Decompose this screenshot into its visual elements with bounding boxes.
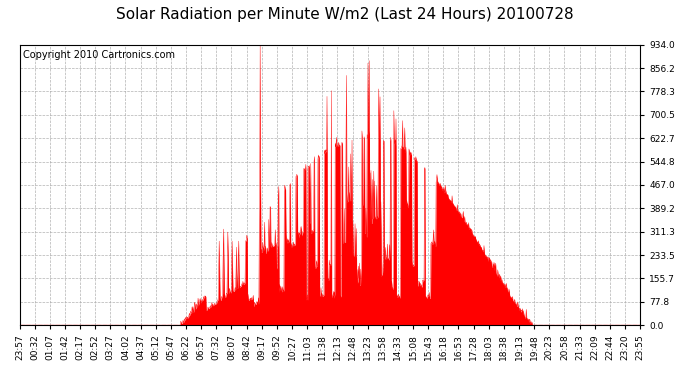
Text: Copyright 2010 Cartronics.com: Copyright 2010 Cartronics.com — [23, 50, 175, 60]
Text: Solar Radiation per Minute W/m2 (Last 24 Hours) 20100728: Solar Radiation per Minute W/m2 (Last 24… — [116, 8, 574, 22]
